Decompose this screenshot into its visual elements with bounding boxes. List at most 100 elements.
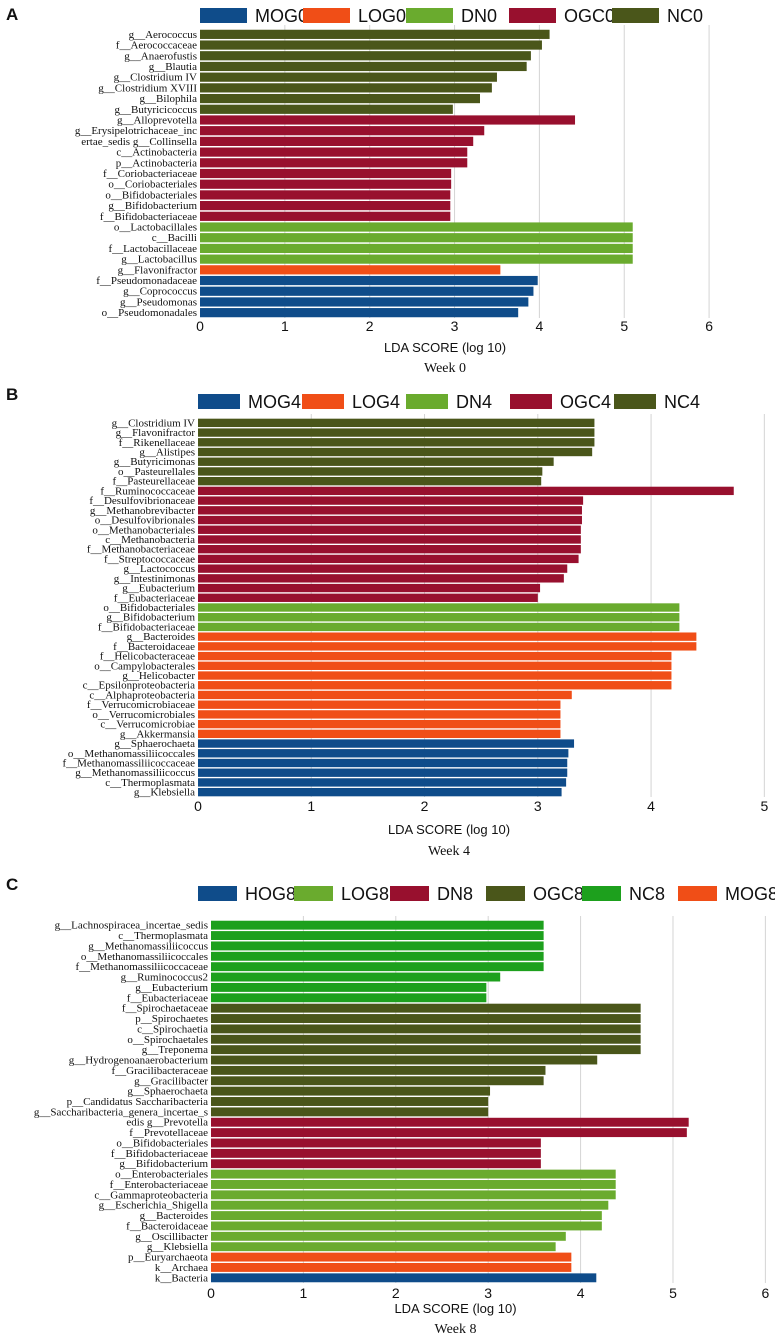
- week-label: Week 8: [434, 1322, 476, 1337]
- category-label: o__Spirochaetales: [127, 1034, 208, 1046]
- bar-edis-g-prevotella: [211, 1117, 689, 1127]
- bar-g-clostridium-iv: [198, 418, 595, 428]
- category-label: f__Bacteroidaceae: [126, 1220, 208, 1232]
- x-tick-label: 1: [307, 798, 315, 814]
- category-label: o__Enterobacteriales: [115, 1169, 208, 1181]
- panel-letter: A: [6, 5, 18, 24]
- bar-f-spirochaetaceae: [211, 1003, 641, 1013]
- category-label: p__Spirochaetes: [135, 1013, 208, 1025]
- category-label: g__Anaerofustis: [124, 50, 197, 62]
- category-label: c__Thermoplasmata: [118, 930, 208, 942]
- bar-g-intestinimonas: [198, 574, 564, 583]
- legend-label: DN0: [461, 6, 497, 26]
- legend-label: LOG4: [352, 392, 400, 412]
- legend-label: HOG8: [245, 884, 296, 904]
- category-label: k__Archaea: [155, 1262, 208, 1274]
- bar-g-methanomassiliicoccus: [198, 768, 568, 777]
- category-label: f__Eubacteriaceae: [114, 592, 195, 604]
- legend-label: MOG4: [248, 392, 301, 412]
- x-tick-label: 1: [281, 318, 289, 334]
- bar-g-butyricicoccus: [200, 104, 453, 114]
- legend-swatch: [198, 394, 240, 409]
- x-tick-label: 1: [299, 1285, 307, 1301]
- panel-c: C HOG8 LOG8 DN8 OGC8 NC8 MOG8 g__Lachnospiracea…: [6, 875, 775, 1337]
- bar-g-klebsiella: [211, 1242, 556, 1252]
- bar-o-verrucomicrobiales: [198, 710, 561, 719]
- bar-o-methanomassiliicoccales: [211, 951, 544, 961]
- category-label: g__Hydrogenoanaerobacterium: [69, 1055, 209, 1067]
- legend-label: OGC0: [564, 6, 615, 26]
- panel-letter: B: [6, 385, 18, 404]
- bar-f-eubacteriaceae: [211, 993, 487, 1003]
- legend-swatch: [198, 886, 237, 901]
- bar-g-treponema: [211, 1045, 641, 1055]
- category-label: g__Bifidobacterium: [119, 1158, 208, 1170]
- category-label: g__Bacteroides: [127, 631, 195, 643]
- category-label: o__Bifidobacteriales: [103, 602, 195, 614]
- bar-g-clostridium-iv: [200, 72, 497, 82]
- bar-f-verrucomicrobiaceae: [198, 700, 561, 709]
- category-label: c__Actinobacteria: [116, 147, 197, 159]
- category-label: g__Treponema: [142, 1044, 208, 1056]
- bar-g-sphaerochaeta: [211, 1086, 491, 1096]
- bar-k-archaea: [211, 1262, 572, 1272]
- legend-label: MOG8: [725, 884, 775, 904]
- category-label: g__Lactococcus: [124, 563, 195, 575]
- category-label: g__Flavonifractor: [118, 264, 198, 276]
- bar-o-bifidobacteriales: [211, 1138, 541, 1148]
- x-tick-label: 0: [207, 1285, 215, 1301]
- category-label: f__Ruminococcaceae: [100, 485, 195, 497]
- category-label: ertae_sedis g__Collinsella: [81, 136, 197, 148]
- category-label: o__Desulfovibrionales: [95, 515, 195, 527]
- category-label: o__Coriobacteriales: [108, 179, 197, 191]
- x-axis-title: LDA SCORE (log 10): [388, 822, 510, 837]
- bar-o-methanomassiliicoccales: [198, 749, 569, 758]
- bar-g-eubacterium: [211, 982, 487, 992]
- bar-o-pseudomonadales: [200, 308, 519, 318]
- bar-g-methanobrevibacter: [198, 506, 582, 515]
- category-label: g__Bacteroides: [140, 1210, 208, 1222]
- category-label: f__Spirochaetaceae: [122, 1003, 208, 1015]
- bar-f-ruminococcaceae: [198, 486, 734, 496]
- bar-f-methanomassiliicoccaceae: [211, 962, 544, 972]
- bar-f-helicobacteraceae: [198, 651, 672, 661]
- category-label: c__Verrucomicrobiae: [100, 719, 195, 731]
- bar-g-hydrogenoanaerobacterium: [211, 1055, 598, 1065]
- x-tick-label: 5: [620, 318, 628, 334]
- category-label: g__Alistipes: [139, 447, 195, 459]
- bar-g-bilophila: [200, 93, 480, 104]
- bar-g-alistipes: [198, 447, 593, 457]
- x-tick-label: 4: [535, 318, 543, 334]
- category-label: g__Lactobacillus: [121, 254, 197, 266]
- bar-f-streptococcaceae: [198, 554, 579, 564]
- category-label: f__Gracilibacteraceae: [112, 1065, 209, 1077]
- bar-o-coriobacteriales: [200, 179, 452, 189]
- bar-g-coprococcus: [200, 286, 534, 296]
- legend-swatch: [303, 8, 350, 23]
- legend-label: NC4: [664, 392, 700, 412]
- category-label: f__Pasteurellaceae: [113, 476, 196, 488]
- category-label: f__Pseudomonadaceae: [96, 275, 197, 287]
- legend-swatch: [294, 886, 333, 901]
- category-label: k__Bacteria: [155, 1272, 208, 1284]
- bar-f-pasteurellaceae: [198, 476, 542, 486]
- legend-swatch: [406, 8, 453, 23]
- bar-p-actinobacteria: [200, 158, 468, 168]
- category-label: g__Eubacterium: [135, 982, 208, 994]
- category-label: f__Streptococcaceae: [104, 553, 195, 565]
- bar-g-anaerofustis: [200, 51, 531, 61]
- legend-swatch: [614, 394, 656, 409]
- category-label: g__Clostridium IV: [112, 417, 195, 429]
- panel-letter: C: [6, 875, 18, 894]
- category-label: f__Desulfovibrionaceae: [89, 495, 195, 507]
- category-label: c__Spirochaetia: [137, 1023, 208, 1035]
- bar-g-escherichia-shigella: [211, 1200, 609, 1210]
- category-label: p__Candidatus Saccharibacteria: [67, 1096, 209, 1108]
- category-label: g__Sphaerochaeta: [127, 1086, 208, 1098]
- week-label: Week 0: [424, 361, 466, 376]
- category-label: c__Bacilli: [152, 232, 197, 244]
- bar-g-sphaerochaeta: [198, 739, 575, 748]
- panel-b: B MOG4 LOG4 DN4 OGC4 NC4 g__Clostridium IVg__F…: [6, 385, 768, 859]
- bar-c-thermoplasmata: [211, 931, 544, 941]
- category-label: f__Enterobacteriaceae: [110, 1179, 208, 1191]
